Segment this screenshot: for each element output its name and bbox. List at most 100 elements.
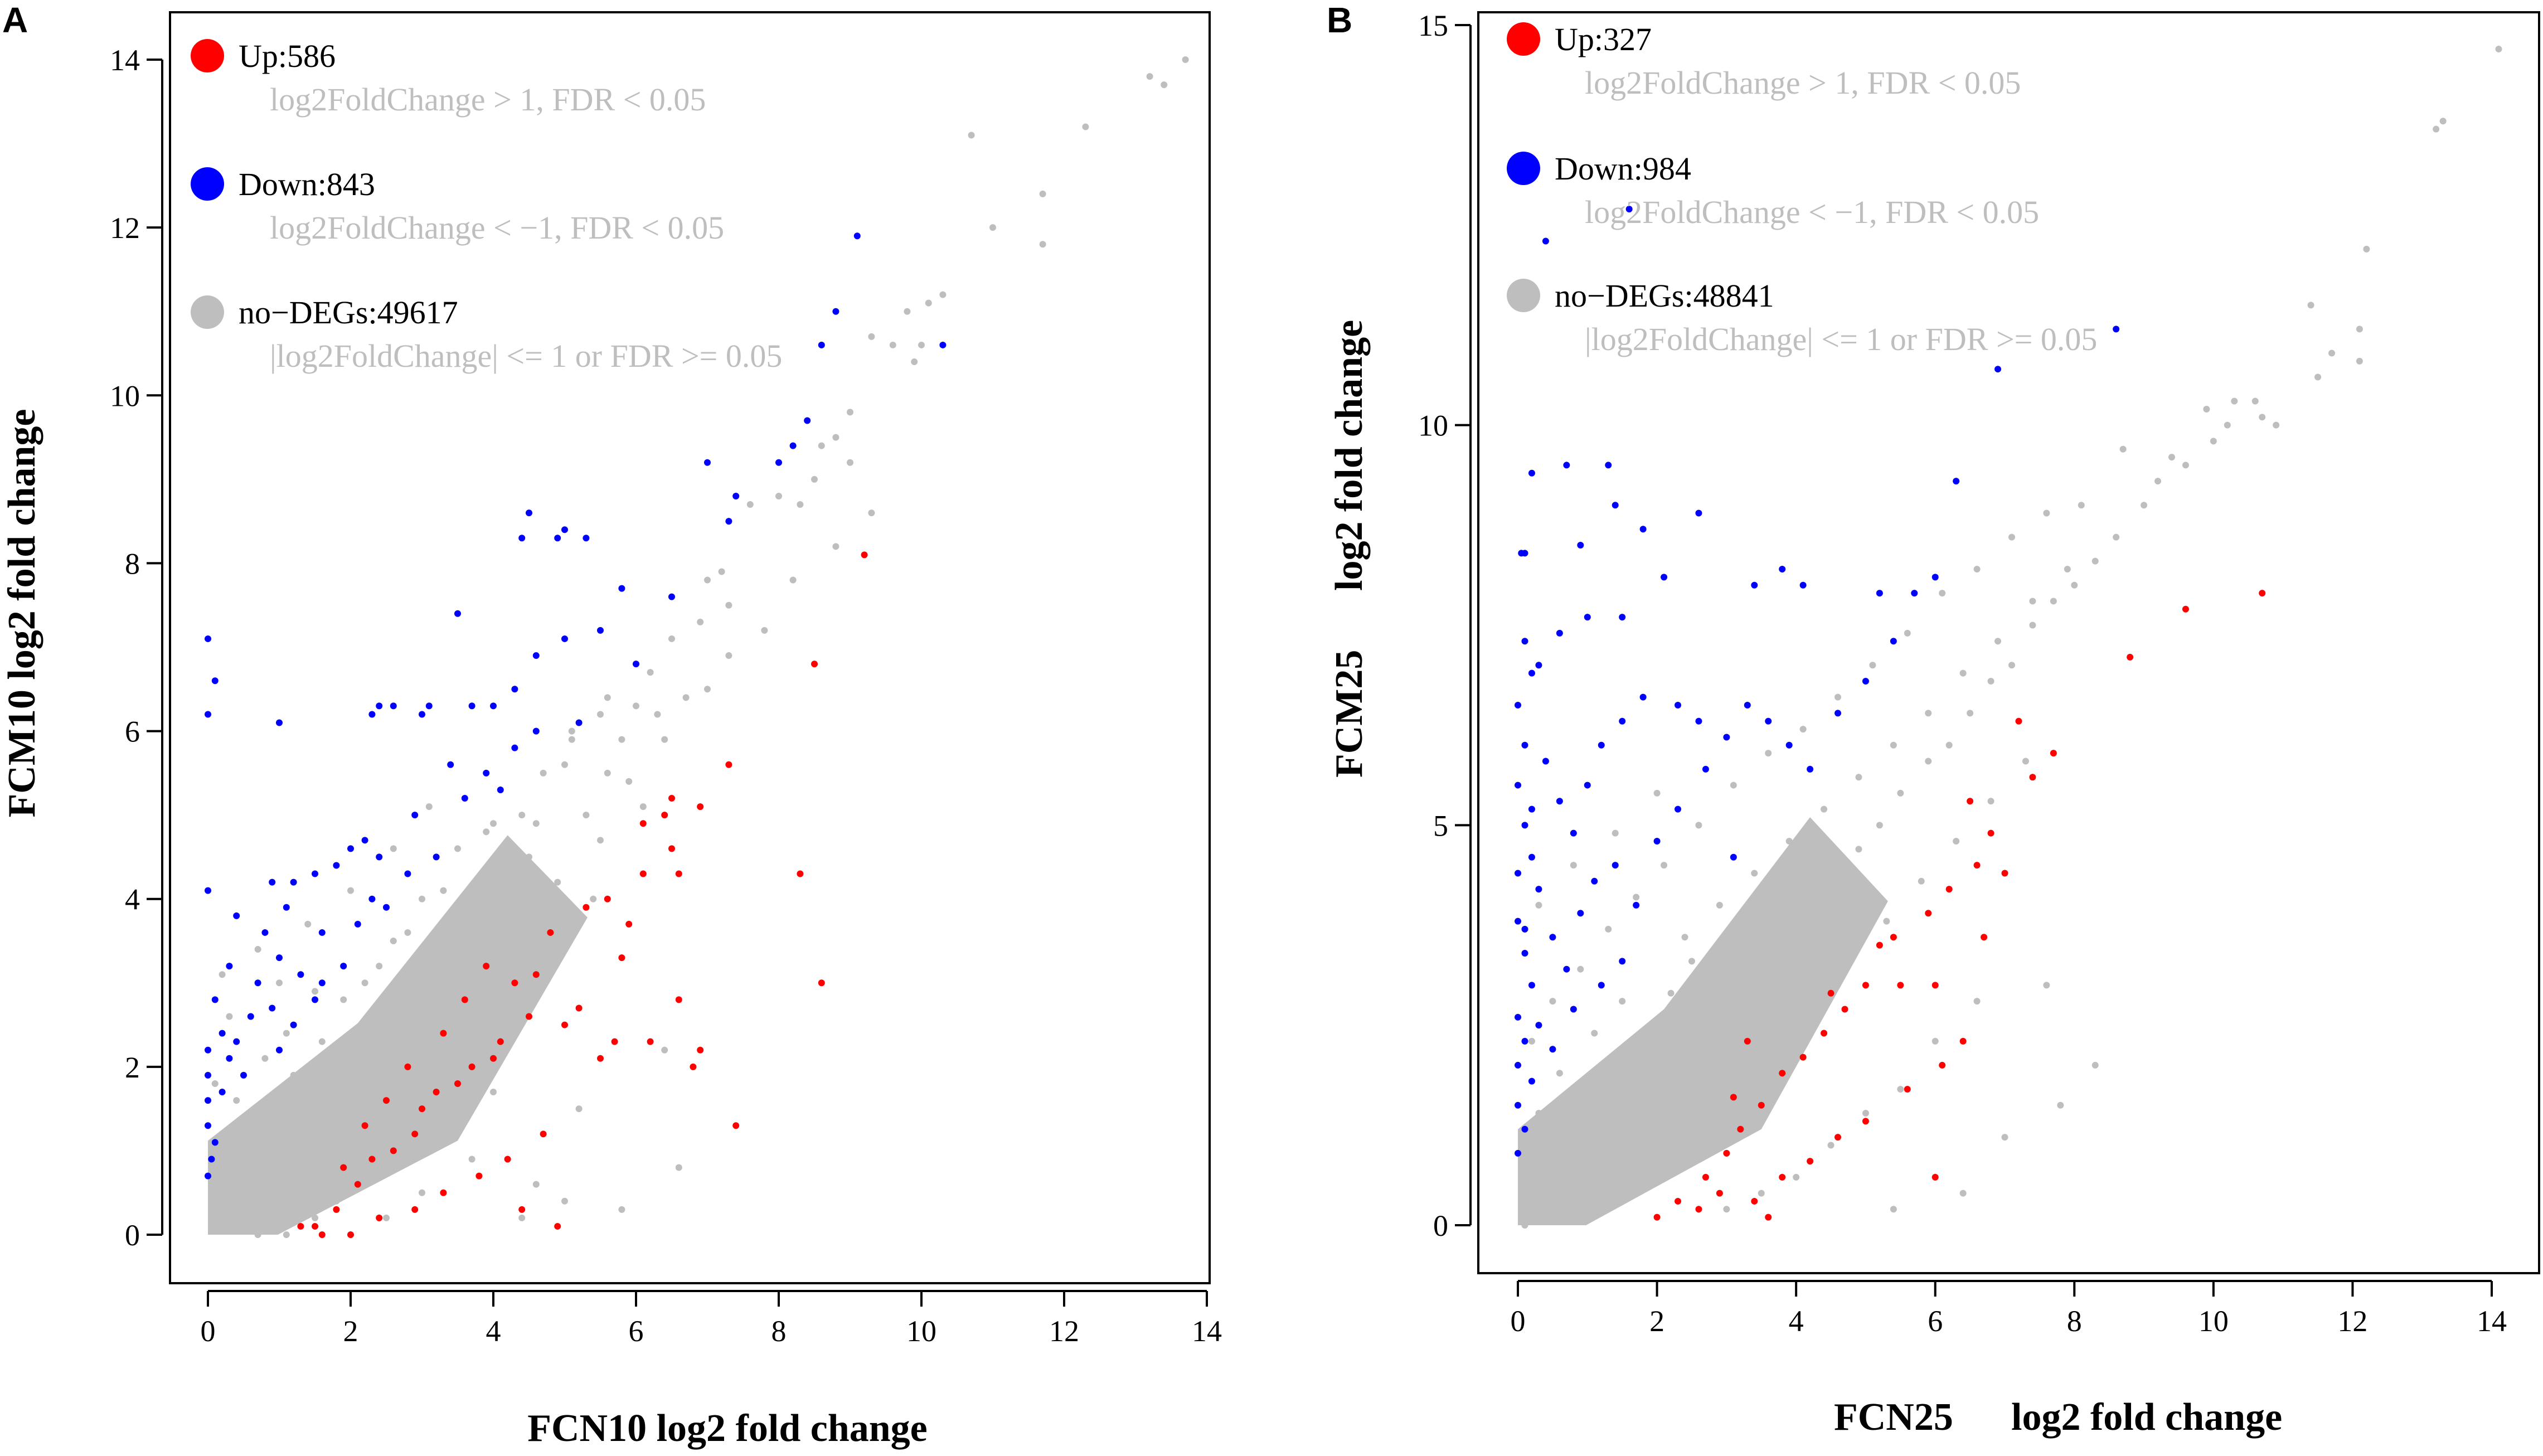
panel-b-point-no-degs (2113, 533, 2120, 541)
panel-a-point-up (732, 1122, 740, 1129)
panel-a-point-down (261, 929, 269, 936)
panel-a-point-down (283, 904, 290, 911)
panel-b-point-no-degs (2043, 982, 2050, 989)
panel-a-point-no-degs (226, 1197, 233, 1205)
panel-b-point-down (1521, 1037, 1528, 1045)
panel-b-point-no-degs (2029, 598, 2036, 605)
panel-b-legend-up-condition: log2FoldChange > 1, FDR < 0.05 (1585, 65, 2021, 101)
panel-b-point-no-degs (2495, 46, 2502, 53)
panel-b-point-no-degs (1994, 638, 2002, 645)
panel-b-point-no-degs (2259, 414, 2266, 421)
panel-a-point-no-degs (368, 1038, 376, 1045)
panel-b-point-no-degs (1577, 965, 1584, 973)
panel-a-point-no-degs (775, 492, 782, 499)
panel-b-point-no-degs (1758, 1190, 1765, 1197)
panel-a-point-up (383, 1097, 390, 1104)
panel-b-point-no-degs (1827, 870, 1835, 877)
panel-a-point-no-degs (397, 1046, 404, 1054)
panel-a-point-up (818, 979, 825, 987)
panel-b-x-tick-label: 12 (2337, 1304, 2367, 1338)
panel-a-point-down (361, 837, 368, 844)
panel-a-point-down (425, 702, 433, 710)
panel-b-point-up (2029, 774, 2036, 781)
panel-a-point-down (419, 711, 425, 718)
panel-b-point-no-degs (1897, 1085, 1904, 1093)
panel-a-point-down (297, 971, 304, 978)
panel-b-point-no-degs (1876, 822, 1883, 829)
panel-a-point-down (583, 535, 590, 542)
panel-a-point-up (675, 870, 682, 877)
panel-b-point-no-degs (1556, 1070, 1563, 1077)
panel-a-point-no-degs (575, 1105, 583, 1113)
panel-b-point-no-degs (2050, 598, 2057, 605)
panel-a-point-down (211, 996, 219, 1003)
panel-b-point-no-degs (2307, 302, 2314, 309)
panel-a-point-down (318, 929, 326, 936)
panel-b-point-no-degs (1821, 805, 1828, 813)
panel-a-point-down (725, 518, 732, 525)
panel-a-point-no-degs (639, 803, 647, 810)
panel-a-x-tick-label: 0 (201, 1314, 216, 1348)
panel-b-point-no-degs (2251, 397, 2259, 405)
panel-a-point-up (611, 1038, 618, 1045)
panel-b-point-up (1931, 1173, 1939, 1181)
panel-b-point-up (1973, 862, 1981, 869)
panel-a-x-tick-label: 12 (1049, 1314, 1079, 1348)
panel-b-point-down (1779, 566, 1786, 573)
panel-b-point-no-degs (1619, 998, 1626, 1005)
panel-a-point-no-degs (561, 1197, 568, 1205)
panel-a-point-down (390, 702, 397, 710)
panel-b-point-no-degs (1688, 958, 1695, 965)
panel-a-point-down (240, 1071, 247, 1079)
panel-a-point-up (440, 1189, 447, 1196)
panel-b-point-no-degs (1549, 998, 1556, 1005)
panel-a-point-down (211, 1139, 219, 1146)
panel-b-point-down (1521, 1125, 1528, 1133)
panel-a-point-no-degs (497, 929, 504, 936)
panel-a-point-down (454, 610, 461, 617)
panel-a-point-no-degs (419, 895, 425, 902)
panel-a-point-down (633, 661, 639, 668)
panel-a-x-tick-label: 10 (906, 1314, 936, 1348)
panel-b-point-down (1515, 1149, 1521, 1157)
panel-a-point-down (205, 887, 211, 894)
panel-b-point-no-degs (1945, 741, 1953, 749)
panel-b-point-down (1598, 982, 1605, 989)
panel-a-point-up (404, 1063, 411, 1070)
panel-a-point-up (361, 1122, 368, 1129)
panel-b-point-no-degs (1549, 1214, 1556, 1221)
panel-a-point-down (347, 845, 354, 852)
panel-a-point-down (468, 702, 475, 710)
panel-a-point-up (411, 1130, 419, 1138)
panel-b-point-down (1515, 1061, 1521, 1069)
panel-a-point-no-degs (211, 1080, 219, 1087)
panel-a-point-down (532, 727, 540, 735)
panel-b-point-no-degs (2203, 405, 2210, 412)
panel-b-point-up (1931, 982, 1939, 989)
panel-b-point-down (1835, 710, 1842, 717)
panel-b-legend-nodeg-label: no−DEGs:48841 (1555, 278, 1774, 314)
panel-a-point-down (433, 853, 440, 861)
panel-a-point-no-degs (304, 920, 312, 928)
panel-b-point-down (1577, 910, 1584, 917)
panel-b-point-down (1799, 581, 1807, 589)
panel-b-point-no-degs (2168, 454, 2175, 461)
panel-a-no-degs-density (208, 835, 588, 1235)
panel-b-point-no-degs (1667, 989, 1675, 997)
panel-b-point-no-degs (1591, 1030, 1598, 1037)
panel-a-point-no-degs (511, 862, 518, 869)
panel-a-y-tick-label: 10 (110, 379, 140, 412)
panel-a-point-up (411, 1206, 419, 1213)
panel-a-x-tick-label: 4 (486, 1314, 501, 1348)
panel-a-point-down (818, 341, 825, 348)
panel-a-point-no-degs (312, 1214, 318, 1221)
panel-b-point-no-degs (1925, 710, 1932, 717)
panel-b-point-down (1515, 1013, 1521, 1021)
panel-a-point-down (668, 593, 675, 600)
panel-b-axes: 0 2 4 6 8 10 12 14 0 5 10 15 (1418, 9, 2507, 1338)
panel-a-point-up (532, 971, 540, 978)
panel-a-point-no-degs (989, 224, 996, 231)
panel-a-point-up (861, 551, 868, 559)
panel-a-point-no-degs (390, 938, 397, 944)
panel-a-point-no-degs (468, 954, 475, 962)
